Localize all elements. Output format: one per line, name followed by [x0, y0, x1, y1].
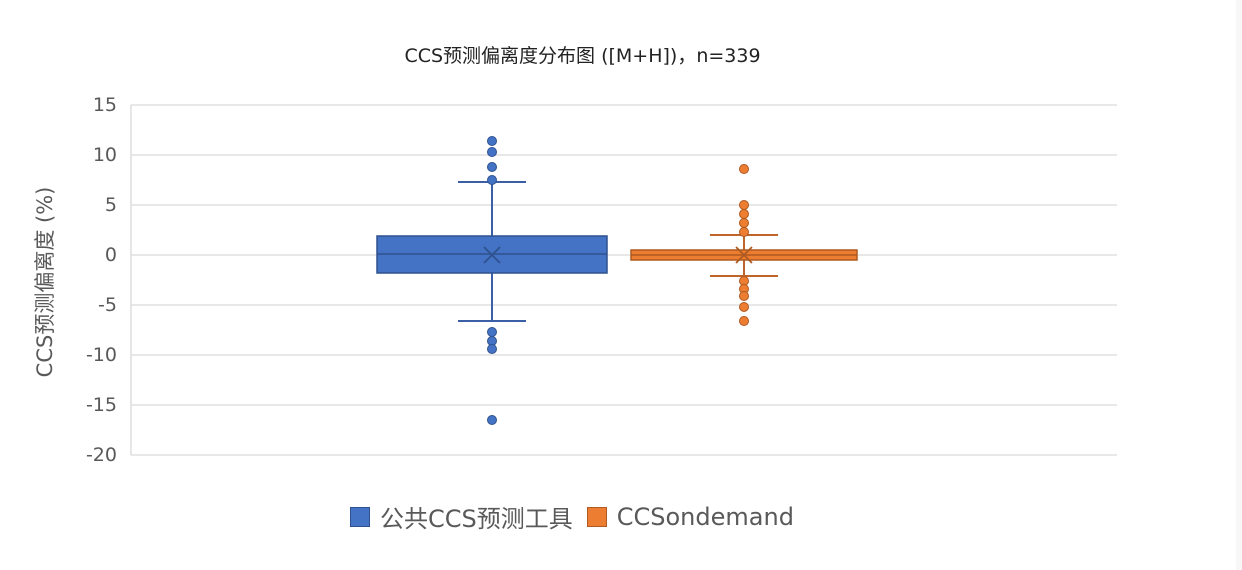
- page-edge: [1236, 0, 1242, 570]
- mean-marker: [735, 246, 753, 264]
- y-tick-label: 15: [92, 94, 117, 116]
- y-tick-label: -10: [85, 344, 117, 366]
- y-tick-label: 0: [104, 244, 117, 266]
- legend-label: 公共CCS预测工具: [380, 505, 573, 533]
- outlier-point: [487, 136, 497, 146]
- legend-swatch-orange: [586, 506, 607, 527]
- outlier-point: [487, 415, 497, 425]
- outlier-point: [739, 218, 749, 228]
- outlier-point: [739, 302, 749, 312]
- legend-item-ccsondemand[interactable]: CCSondemand: [586, 502, 794, 531]
- outlier-point: [487, 175, 497, 185]
- legend-label: CCSondemand: [616, 502, 794, 531]
- legend-item-public-tool[interactable]: 公共CCS预测工具: [350, 499, 573, 534]
- y-tick-label: 5: [104, 194, 117, 216]
- y-tick-label: 10: [92, 144, 117, 166]
- outlier-point: [487, 327, 497, 337]
- outlier-point: [739, 316, 749, 326]
- mean-marker: [483, 246, 501, 264]
- outlier-point: [739, 209, 749, 219]
- outlier-point: [739, 164, 749, 174]
- outlier-point: [487, 162, 497, 172]
- outlier-point: [487, 344, 497, 354]
- y-tick-label: -20: [85, 444, 117, 466]
- y-tick-label: -15: [85, 394, 117, 416]
- outlier-point: [487, 147, 497, 157]
- outlier-point: [739, 291, 749, 301]
- legend: 公共CCS预测工具 CCSondemand: [350, 499, 794, 534]
- legend-swatch-blue: [350, 506, 370, 527]
- outlier-point: [739, 200, 749, 210]
- outlier-point: [739, 227, 749, 237]
- chart-title: CCS预测偏离度分布图 ([M+H])，n=339: [404, 45, 761, 67]
- y-tick-label: -5: [98, 294, 117, 316]
